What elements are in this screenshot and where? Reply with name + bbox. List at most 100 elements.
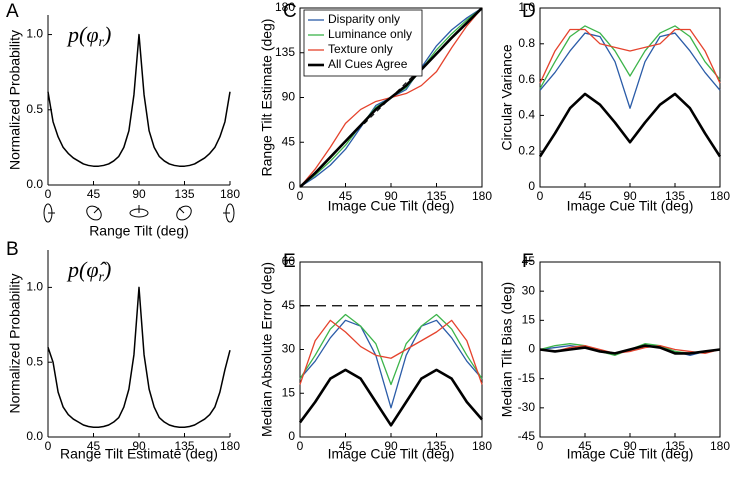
y-tick-label: 180 — [275, 0, 295, 14]
x-tick-label: 90 — [132, 187, 146, 201]
legend-label: Luminance only — [328, 27, 412, 41]
x-axis-label: Image Cue Tilt (deg) — [567, 198, 694, 214]
annotation: p(φ̂r) — [66, 257, 111, 285]
x-tick-label: 45 — [87, 187, 101, 201]
y-tick-label: -45 — [518, 429, 536, 443]
x-tick-label: 180 — [220, 187, 240, 201]
series-line — [539, 28, 721, 84]
x-tick-label: 180 — [710, 439, 730, 453]
y-tick-label: 0.0 — [26, 429, 43, 443]
x-axis-label: Range Tilt Estimate (deg) — [60, 446, 218, 462]
series-line — [298, 368, 483, 427]
x-tick-label: 135 — [426, 189, 446, 203]
y-tick-label: 0 — [528, 179, 535, 193]
x-tick-label: 135 — [426, 439, 446, 453]
y-axis-label: Median Tilt Bias (deg) — [499, 282, 515, 417]
x-tick-label: 45 — [578, 189, 592, 203]
annotation: p(φr) — [66, 22, 111, 50]
y-axis-label: Normalized Probability — [7, 30, 23, 170]
series-line — [539, 25, 721, 89]
axes-box — [299, 261, 483, 438]
y-tick-label: 135 — [275, 45, 295, 59]
panel-letter: C — [283, 1, 297, 22]
series-line — [47, 286, 231, 429]
y-tick-label: 90 — [282, 90, 296, 104]
legend-label: All Cues Agree — [328, 57, 408, 71]
tilt-icons — [43, 203, 235, 223]
y-tick-label: 0 — [288, 429, 295, 443]
panel: E 0 45 90 135 180 0 15 30 45 60 Image Cue Tilt (deg… — [259, 251, 493, 462]
x-tick-label: 180 — [220, 439, 240, 453]
panel-letter: E — [283, 251, 296, 272]
x-tick-label: 45 — [339, 439, 353, 453]
panel-letter: A — [6, 1, 19, 22]
series-line — [299, 319, 483, 385]
y-tick-label: 1.0 — [26, 27, 43, 41]
x-tick-label: 0 — [297, 439, 304, 453]
y-tick-label: -30 — [518, 400, 536, 414]
panel: D 0 45 90 135 180 0 0.2 0.4 0.6 0.8 1.0 Image Cue Ti… — [499, 0, 730, 214]
x-tick-label: 45 — [87, 439, 101, 453]
x-axis-label: Range Tilt (deg) — [89, 223, 189, 239]
panel: C 0 45 90 135 180 0 45 90 135 180 Image Cue Tilt (d… — [259, 0, 493, 214]
x-tick-label: 45 — [339, 189, 353, 203]
annotation-close: ) — [102, 257, 111, 282]
y-tick-label: 45 — [522, 254, 536, 268]
y-tick-label: 30 — [522, 283, 536, 297]
series-line — [47, 33, 231, 167]
series-line — [539, 32, 721, 109]
y-axis-label: Circular Variance — [499, 44, 515, 151]
series-line — [538, 92, 722, 158]
y-tick-label: 0.8 — [518, 36, 535, 50]
y-tick-label: 0 — [528, 342, 535, 356]
y-tick-label: 0.2 — [518, 143, 535, 157]
y-tick-label: 1.0 — [518, 0, 535, 14]
legend-label: Texture only — [328, 42, 393, 56]
y-tick-label: 45 — [282, 298, 296, 312]
panel: A 0 45 90 135 180 0.0 0.5 1.0 Range Tilt (deg) Nor… — [6, 1, 240, 239]
y-tick-label: 30 — [282, 342, 296, 356]
x-tick-label: 90 — [384, 439, 398, 453]
x-tick-label: 135 — [174, 187, 194, 201]
y-tick-label: -15 — [518, 371, 536, 385]
x-axis-label: Image Cue Tilt (deg) — [328, 446, 455, 462]
x-axis-label: Image Cue Tilt (deg) — [328, 198, 455, 214]
x-tick-label: 180 — [472, 439, 492, 453]
y-tick-label: 60 — [282, 254, 296, 268]
y-axis-label: Range Tilt Estimate (deg) — [259, 19, 275, 177]
series-line — [299, 319, 483, 409]
x-tick-label: 180 — [472, 189, 492, 203]
y-tick-label: 0 — [288, 179, 295, 193]
x-tick-label: 0 — [537, 189, 544, 203]
y-tick-label: 1.0 — [26, 280, 43, 294]
annotation-base: p(φ — [66, 22, 99, 47]
y-tick-label: 0.0 — [26, 177, 43, 191]
y-tick-label: 45 — [282, 134, 296, 148]
x-tick-label: 45 — [578, 439, 592, 453]
y-tick-label: 0.5 — [26, 102, 43, 116]
x-tick-label: 0 — [45, 187, 52, 201]
series-line — [539, 344, 721, 355]
panel-letter: B — [6, 239, 19, 260]
x-tick-label: 90 — [623, 189, 637, 203]
y-axis-label: Normalized Probability — [7, 273, 23, 413]
x-axis-label: Image Cue Tilt (deg) — [567, 446, 694, 462]
x-tick-label: 0 — [45, 439, 52, 453]
x-tick-label: 180 — [710, 189, 730, 203]
y-tick-label: 15 — [282, 385, 296, 399]
panel: B 0 45 90 135 180 0.0 0.5 1.0 Range Tilt Estimate… — [6, 239, 240, 462]
x-tick-label: 135 — [174, 439, 194, 453]
y-tick-label: 0.5 — [26, 354, 43, 368]
x-tick-label: 135 — [665, 439, 685, 453]
x-tick-label: 90 — [384, 189, 398, 203]
x-tick-label: 0 — [537, 439, 544, 453]
x-tick-label: 0 — [297, 189, 304, 203]
legend-label: Disparity only — [328, 12, 400, 26]
x-tick-label: 90 — [623, 439, 637, 453]
y-tick-label: 15 — [522, 313, 536, 327]
series-line — [299, 7, 483, 188]
x-tick-label: 90 — [132, 439, 146, 453]
